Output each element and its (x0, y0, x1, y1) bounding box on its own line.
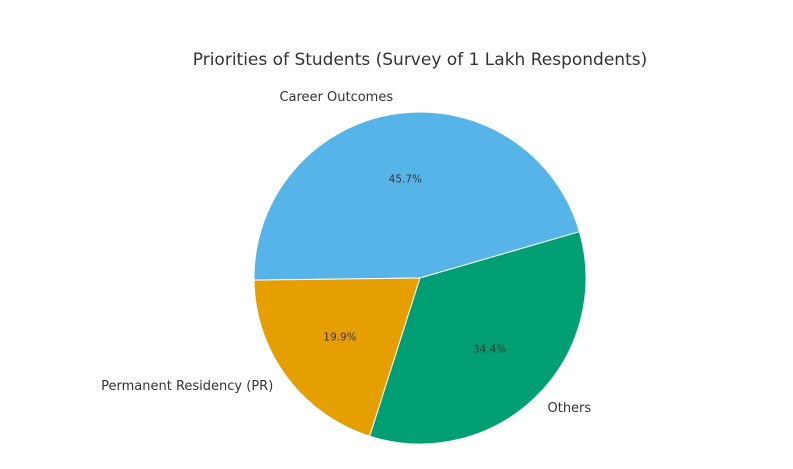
pie-slice-career-outcomes (253, 111, 581, 281)
category-label-permanent-residency-pr: Permanent Residency (PR) (101, 379, 273, 394)
chart-title: Priorities of Students (Survey of 1 Lakh… (193, 50, 647, 70)
pct-label-others: 34.4% (473, 343, 506, 355)
pct-label-permanent-residency-pr: 19.9% (323, 331, 356, 343)
pie-slice-others (369, 231, 587, 445)
pie-labels: 45.7% Career Outcomes 19.9% Permanent Resid… (101, 90, 591, 416)
category-label-career-outcomes: Career Outcomes (279, 90, 393, 105)
pie-slices (253, 111, 587, 445)
pie-slice-permanent-residency-pr (253, 277, 421, 437)
category-label-others: Others (547, 401, 591, 416)
pct-label-career-outcomes: 45.7% (389, 173, 422, 185)
